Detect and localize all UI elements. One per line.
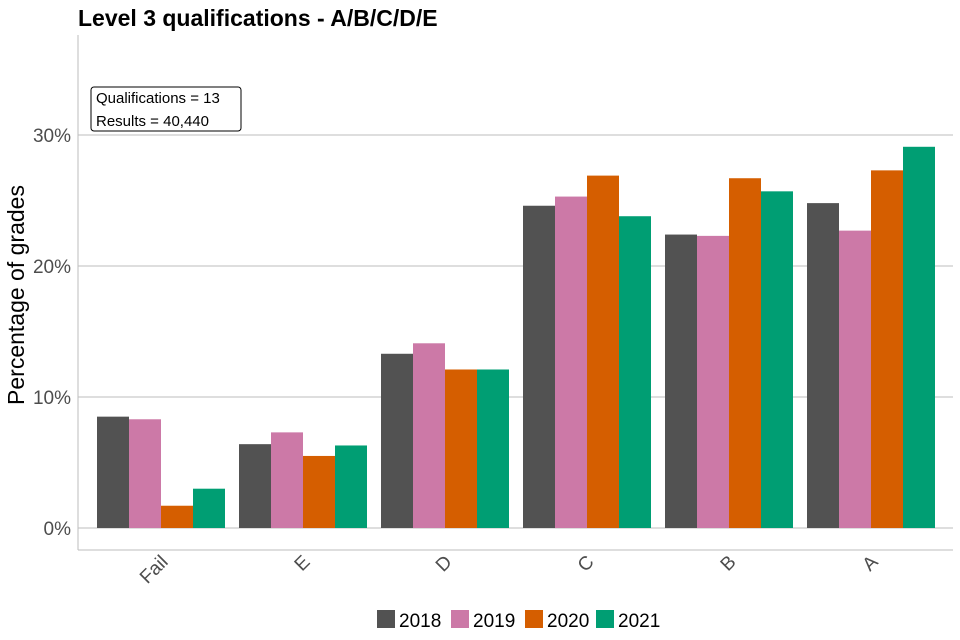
- bar-e-2018: [239, 444, 271, 528]
- y-tick-label: 10%: [33, 388, 71, 409]
- annotation-frame: [90, 86, 242, 132]
- x-tick-label: D: [432, 552, 457, 577]
- legend-label-2020: 2020: [547, 611, 589, 632]
- x-tick-label: E: [291, 552, 315, 576]
- bar-c-2020: [587, 175, 619, 529]
- bar-a-2021: [903, 146, 935, 529]
- x-tick-label: B: [717, 552, 741, 576]
- bar-fail-2019: [129, 419, 161, 528]
- bar-fail-2020: [161, 505, 193, 528]
- x-tick-label: A: [859, 551, 883, 575]
- bar-d-2021: [477, 369, 509, 528]
- annotation-box: Qualifications = 13 Results = 40,440: [90, 86, 242, 132]
- bar-d-2018: [381, 353, 413, 528]
- bar-c-2019: [555, 196, 587, 528]
- axes: [77, 35, 953, 551]
- bar-b-2021: [761, 191, 793, 528]
- legend-swatch-2019: [451, 610, 469, 628]
- bars: [97, 146, 935, 529]
- bar-d-2020: [445, 369, 477, 528]
- bar-b-2020: [729, 178, 761, 529]
- legend-swatch-2021: [596, 610, 614, 628]
- y-tick-label: 20%: [33, 257, 71, 278]
- bar-b-2019: [697, 235, 729, 528]
- bar-e-2020: [303, 455, 335, 528]
- legend-label-2019: 2019: [473, 611, 515, 632]
- legend: 2018 2019 2020 2021: [377, 610, 660, 632]
- y-axis-title: Percentage of grades: [3, 185, 29, 405]
- y-tick-label: 30%: [33, 126, 71, 147]
- bar-c-2018: [523, 205, 555, 529]
- bar-c-2021: [619, 216, 651, 528]
- bar-a-2018: [807, 203, 839, 528]
- bar-d-2019: [413, 343, 445, 528]
- bar-e-2019: [271, 432, 303, 528]
- x-tick-label: Fail: [136, 552, 173, 589]
- bar-fail-2018: [97, 416, 129, 528]
- legend-label-2018: 2018: [399, 611, 441, 632]
- annotation-results: Results = 40,440: [96, 113, 209, 130]
- bar-fail-2021: [193, 488, 225, 528]
- x-ticks: Fail E D C B A: [136, 551, 883, 588]
- y-tick-label: 0%: [44, 519, 72, 540]
- y-ticks: 0% 10% 20% 30%: [33, 126, 71, 540]
- legend-swatch-2020: [525, 610, 543, 628]
- bar-b-2018: [665, 234, 697, 528]
- annotation-qualifications: Qualifications = 13: [96, 90, 220, 107]
- chart-title: Level 3 qualifications - A/B/C/D/E: [78, 5, 438, 31]
- legend-label-2021: 2021: [618, 611, 660, 632]
- bar-e-2021: [335, 445, 367, 528]
- x-tick-label: C: [574, 552, 599, 577]
- legend-swatch-2018: [377, 610, 395, 628]
- bar-a-2019: [839, 230, 871, 528]
- bar-a-2020: [871, 170, 903, 528]
